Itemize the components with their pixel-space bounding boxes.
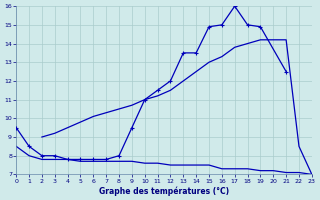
X-axis label: Graphe des températures (°C): Graphe des températures (°C) bbox=[99, 186, 229, 196]
